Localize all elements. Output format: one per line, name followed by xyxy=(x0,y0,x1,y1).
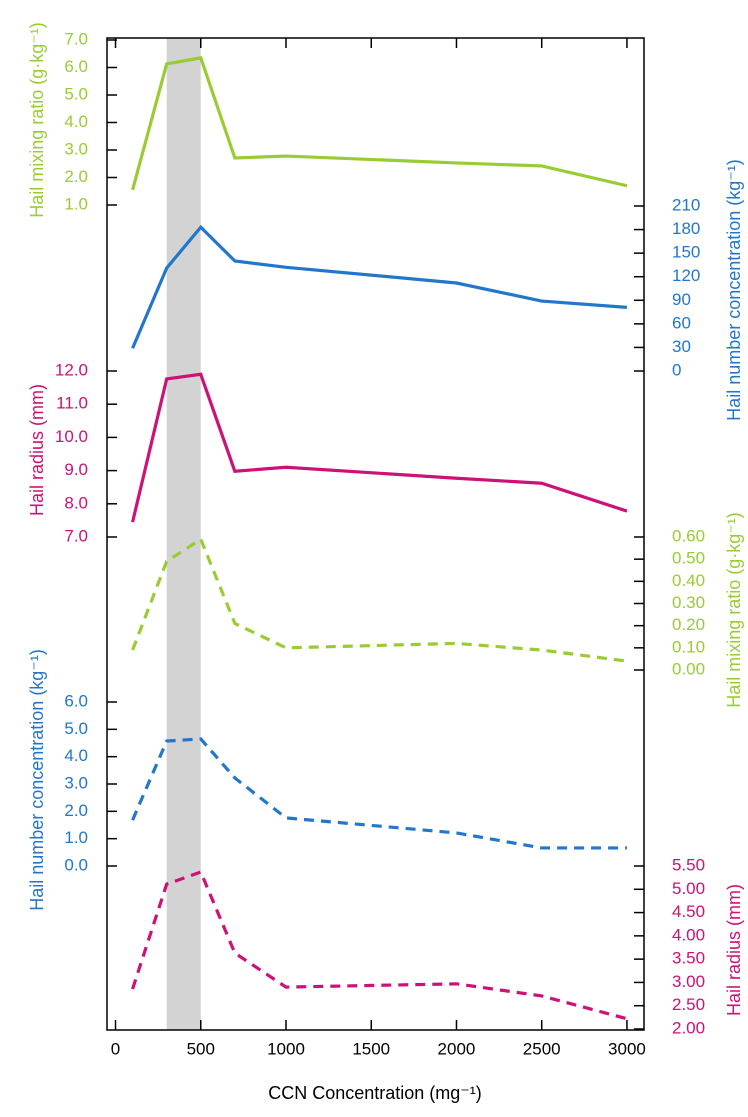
y-tick-label: 5.0 xyxy=(64,84,88,103)
y-tick-label: 210 xyxy=(672,195,700,214)
y-tick-label: 90 xyxy=(672,290,691,309)
x-tick-label: 1500 xyxy=(352,1039,390,1058)
x-tick-label: 500 xyxy=(187,1039,215,1058)
y-tick-label: 4.0 xyxy=(64,746,88,765)
y-tick-label: 8.0 xyxy=(64,493,88,512)
y-axis-title: Hail radius (mm) xyxy=(724,884,744,1016)
y-tick-label: 2.0 xyxy=(64,167,88,186)
plot-frame xyxy=(106,37,645,1031)
y-tick-label: 0.00 xyxy=(672,659,705,678)
y-tick-label: 120 xyxy=(672,266,700,285)
y-tick-label: 6.0 xyxy=(64,691,88,710)
y-axis-title: Hail mixing ratio (g·kg⁻¹) xyxy=(27,22,47,218)
y-tick-label: 3.50 xyxy=(672,949,705,968)
y-tick-label: 60 xyxy=(672,313,691,332)
y-tick-label: 0.30 xyxy=(672,593,705,612)
x-tick-label: 1000 xyxy=(267,1039,305,1058)
y-tick-label: 0.0 xyxy=(64,855,88,874)
x-tick-label: 0 xyxy=(111,1039,120,1058)
y-tick-label: 10.0 xyxy=(55,427,88,446)
y-tick-label: 11.0 xyxy=(56,394,88,413)
x-tick-label: 3000 xyxy=(608,1039,646,1058)
y-tick-label: 0.60 xyxy=(672,526,705,545)
y-tick-label: 4.0 xyxy=(64,112,88,131)
y-tick-label: 4.50 xyxy=(672,902,705,921)
y-tick-label: 9.0 xyxy=(64,460,88,479)
y-axis-title: Hail number concentration (kg⁻¹) xyxy=(27,649,47,911)
y-tick-label: 0.40 xyxy=(672,571,705,590)
data-line xyxy=(131,372,628,523)
data-line xyxy=(131,870,628,1021)
y-tick-label: 3.00 xyxy=(672,972,705,991)
y-tick-label: 1.0 xyxy=(64,828,88,847)
y-tick-label: 4.00 xyxy=(672,925,705,944)
y-tick-label: 12.0 xyxy=(55,360,88,379)
y-tick-label: 2.50 xyxy=(672,995,705,1014)
y-axis-title: Hail radius (mm) xyxy=(27,384,47,516)
y-tick-label: 2.0 xyxy=(64,801,88,820)
y-tick-label: 0.20 xyxy=(672,615,705,634)
y-tick-label: 6.0 xyxy=(64,57,88,76)
y-tick-label: 1.0 xyxy=(64,194,88,213)
y-tick-label: 0.50 xyxy=(672,549,705,568)
y-tick-label: 150 xyxy=(672,243,700,262)
y-tick-label: 5.50 xyxy=(672,855,705,874)
y-tick-label: 30 xyxy=(672,337,691,356)
x-axis-title: CCN Concentration (mg⁻¹) xyxy=(268,1083,482,1103)
y-tick-label: 5.0 xyxy=(64,719,88,738)
x-tick-label: 2000 xyxy=(438,1039,476,1058)
y-tick-label: 180 xyxy=(672,219,700,238)
data-line xyxy=(131,737,627,850)
y-axis-title: Hail mixing ratio (g·kg⁻¹) xyxy=(724,512,744,708)
data-line xyxy=(131,536,628,663)
y-tick-label: 3.0 xyxy=(64,139,88,158)
y-tick-label: 0 xyxy=(672,360,681,379)
y-tick-label: 7.0 xyxy=(64,29,88,48)
y-tick-label: 5.00 xyxy=(672,879,705,898)
y-tick-label: 7.0 xyxy=(64,526,88,545)
y-tick-label: 2.00 xyxy=(672,1018,705,1037)
y-tick-label: 3.0 xyxy=(64,773,88,792)
x-tick-label: 2500 xyxy=(523,1039,561,1058)
highlight-band xyxy=(166,38,201,1030)
y-axis-title: Hail number concentration (kg⁻¹) xyxy=(724,159,744,421)
data-line xyxy=(131,56,628,191)
data-line xyxy=(131,224,628,349)
y-tick-label: 0.10 xyxy=(672,637,705,656)
